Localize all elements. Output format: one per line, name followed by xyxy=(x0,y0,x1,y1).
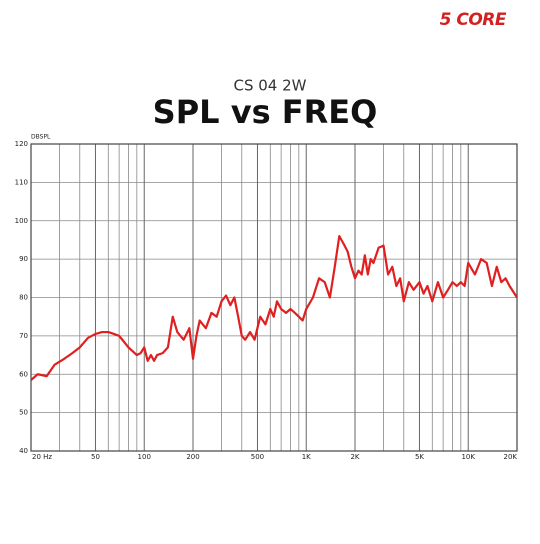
chart-title: SPL vs FREQ xyxy=(153,93,378,131)
y-tick-label: 110 xyxy=(15,178,28,186)
x-tick-label: 2K xyxy=(350,453,359,461)
y-tick-label: 60 xyxy=(19,370,28,378)
spl-line xyxy=(30,235,518,381)
y-tick-label: 100 xyxy=(15,217,28,225)
y-tick-label: 50 xyxy=(19,409,28,417)
x-tick-label: 1K xyxy=(302,453,311,461)
y-tick-label: 90 xyxy=(19,255,28,263)
y-tick-label: 70 xyxy=(19,332,28,340)
y-tick-label: 120 xyxy=(15,140,28,148)
logo: 5 CORE xyxy=(440,10,507,30)
chart-subtitle: CS 04 2W xyxy=(234,77,307,95)
x-tick-label: 20 Hz xyxy=(32,453,52,461)
y-tick-label: 80 xyxy=(19,294,28,302)
x-tick-label: 100 xyxy=(138,453,151,461)
x-tick-label: 10K xyxy=(461,453,475,461)
y-tick-label: 40 xyxy=(19,447,28,455)
x-tick-label: 50 xyxy=(91,453,100,461)
x-tick-label: 20K xyxy=(504,453,518,461)
y-axis-label: DBSPL xyxy=(31,134,51,141)
x-tick-label: 500 xyxy=(251,453,264,461)
x-tick-label: 5K xyxy=(415,453,424,461)
x-tick-label: 200 xyxy=(186,453,199,461)
